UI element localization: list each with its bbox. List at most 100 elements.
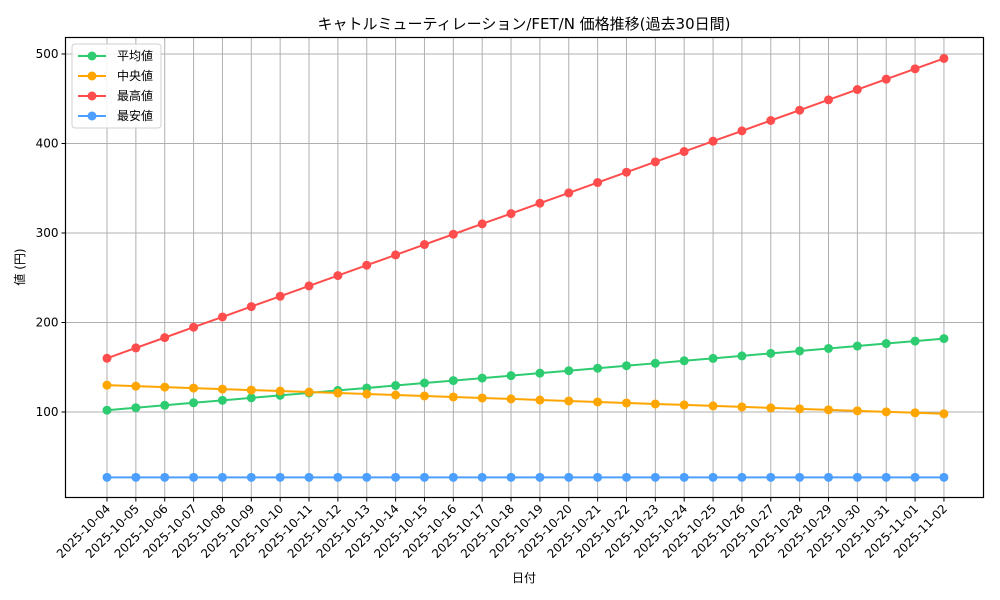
data-point — [852, 85, 862, 95]
data-point — [795, 472, 805, 482]
grid-lines — [65, 37, 984, 498]
series-最高値 — [102, 53, 949, 363]
data-point — [910, 472, 920, 482]
data-point — [910, 408, 920, 418]
y-tick-label: 300 — [36, 226, 59, 240]
data-point — [939, 472, 949, 482]
data-point — [246, 393, 256, 403]
data-point — [852, 341, 862, 351]
data-point — [506, 209, 516, 219]
y-axis-label: 値 (円) — [12, 248, 27, 285]
y-tick-label: 100 — [36, 405, 59, 419]
data-point — [419, 240, 429, 250]
data-point — [535, 472, 545, 482]
y-tick-label: 500 — [36, 47, 59, 61]
data-point — [650, 157, 660, 167]
series-lines — [102, 53, 949, 482]
data-point — [708, 353, 718, 363]
data-point — [477, 219, 487, 229]
data-point — [131, 381, 141, 391]
data-point — [506, 472, 516, 482]
data-point — [304, 472, 314, 482]
data-point — [737, 402, 747, 412]
data-point — [679, 400, 689, 410]
data-point — [275, 291, 285, 301]
data-point — [189, 472, 199, 482]
plot-frame — [64, 36, 985, 499]
series-中央値 — [102, 380, 949, 419]
data-point — [362, 389, 372, 399]
data-point — [650, 472, 660, 482]
data-point — [477, 393, 487, 403]
series-line — [106, 57, 945, 360]
series-平均値 — [102, 334, 949, 415]
data-point — [737, 351, 747, 361]
data-point — [564, 366, 574, 376]
data-point — [160, 333, 170, 343]
data-point — [246, 302, 256, 312]
series-最安値 — [102, 472, 949, 482]
data-point — [708, 472, 718, 482]
data-point — [448, 472, 458, 482]
data-point — [564, 396, 574, 406]
legend-swatch-marker — [87, 111, 97, 121]
data-point — [391, 381, 401, 391]
data-point — [881, 74, 891, 84]
data-point — [391, 250, 401, 260]
chart-title: キャトルミューティレーション/FET/N 価格推移(過去30日間) — [318, 15, 731, 33]
data-point — [881, 339, 891, 349]
data-point — [333, 388, 343, 398]
y-tick-label: 400 — [36, 137, 59, 151]
data-point — [824, 472, 833, 482]
legend-swatch-marker — [87, 91, 97, 101]
data-point — [333, 472, 343, 482]
data-point — [275, 472, 285, 482]
data-point — [419, 378, 429, 388]
data-point — [217, 395, 227, 405]
data-point — [448, 229, 458, 239]
data-point — [564, 472, 574, 482]
data-point — [506, 394, 516, 404]
data-point — [650, 399, 660, 409]
data-point — [852, 406, 862, 416]
data-point — [131, 403, 141, 413]
data-point — [939, 53, 949, 63]
data-point — [824, 405, 833, 415]
data-point — [708, 401, 718, 411]
x-axis-label: 日付 — [512, 571, 536, 585]
data-point — [391, 472, 401, 482]
data-point — [679, 472, 689, 482]
data-point — [766, 403, 776, 413]
data-point — [795, 404, 805, 414]
legend-label: 最高値 — [117, 88, 153, 103]
data-point — [824, 95, 833, 105]
data-point — [189, 398, 199, 408]
data-point — [362, 260, 372, 270]
data-point — [448, 376, 458, 386]
data-point — [304, 387, 314, 397]
data-point — [737, 472, 747, 482]
series-line — [106, 337, 945, 412]
data-point — [535, 395, 545, 405]
y-tick-label: 200 — [36, 316, 59, 330]
data-point — [131, 343, 141, 353]
legend-swatch-marker — [87, 51, 97, 61]
data-point — [593, 472, 603, 482]
data-point — [160, 382, 170, 392]
data-point — [593, 363, 603, 373]
data-point — [160, 472, 170, 482]
data-point — [448, 392, 458, 402]
data-point — [102, 472, 112, 482]
data-point — [939, 409, 949, 419]
data-point — [593, 397, 603, 407]
data-point — [189, 383, 199, 393]
data-point — [910, 64, 920, 74]
data-point — [621, 398, 631, 408]
series-line — [106, 384, 944, 415]
data-point — [621, 472, 631, 482]
legend-label: 平均値 — [117, 48, 153, 63]
data-point — [391, 390, 401, 400]
data-point — [621, 361, 631, 371]
